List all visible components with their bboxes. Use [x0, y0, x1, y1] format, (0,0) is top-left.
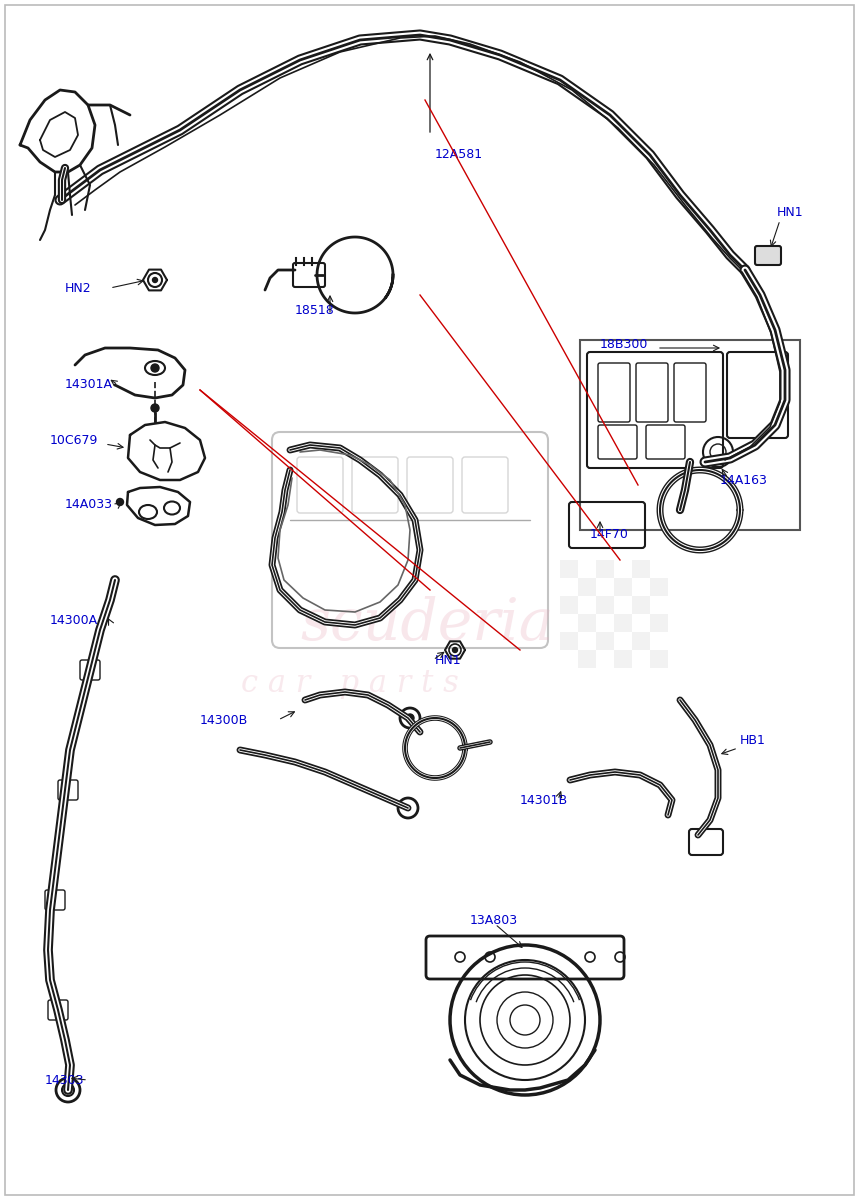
- Circle shape: [406, 714, 414, 722]
- Bar: [650, 578, 668, 596]
- Text: 14A033: 14A033: [65, 498, 113, 511]
- Bar: [560, 560, 578, 578]
- Bar: [560, 632, 578, 650]
- Text: 13A803: 13A803: [470, 913, 518, 926]
- Bar: [578, 578, 596, 596]
- Text: 10C679: 10C679: [50, 433, 99, 446]
- Circle shape: [453, 648, 458, 653]
- Bar: [596, 596, 614, 614]
- Bar: [578, 614, 596, 632]
- Bar: [632, 596, 650, 614]
- Text: 14301B: 14301B: [520, 793, 568, 806]
- Bar: [578, 650, 596, 668]
- Text: c a r   p a r t s: c a r p a r t s: [241, 668, 458, 700]
- Bar: [614, 578, 632, 596]
- Text: HN1: HN1: [435, 654, 461, 666]
- Bar: [632, 632, 650, 650]
- Text: HB1: HB1: [740, 733, 766, 746]
- Circle shape: [151, 364, 159, 372]
- Text: 14301A: 14301A: [65, 378, 113, 391]
- Text: 14300B: 14300B: [200, 714, 248, 726]
- FancyBboxPatch shape: [727, 352, 788, 438]
- Text: 14303: 14303: [45, 1074, 84, 1086]
- Bar: [614, 614, 632, 632]
- Text: 14A163: 14A163: [720, 474, 768, 486]
- FancyBboxPatch shape: [755, 246, 781, 265]
- Text: scuderia: scuderia: [301, 595, 554, 653]
- Bar: [596, 560, 614, 578]
- Text: HN1: HN1: [777, 206, 804, 220]
- Text: 14300A: 14300A: [50, 613, 98, 626]
- Bar: [580, 340, 800, 530]
- Bar: [614, 650, 632, 668]
- Text: HN2: HN2: [65, 282, 92, 294]
- Bar: [650, 650, 668, 668]
- Text: 18518: 18518: [295, 304, 335, 317]
- Text: 18B300: 18B300: [600, 338, 649, 352]
- Bar: [560, 596, 578, 614]
- Bar: [650, 614, 668, 632]
- Text: 12A581: 12A581: [435, 149, 483, 162]
- Text: 14F70: 14F70: [590, 528, 629, 541]
- Circle shape: [151, 404, 159, 412]
- Circle shape: [117, 498, 124, 505]
- Bar: [596, 632, 614, 650]
- Circle shape: [153, 277, 157, 282]
- Bar: [632, 560, 650, 578]
